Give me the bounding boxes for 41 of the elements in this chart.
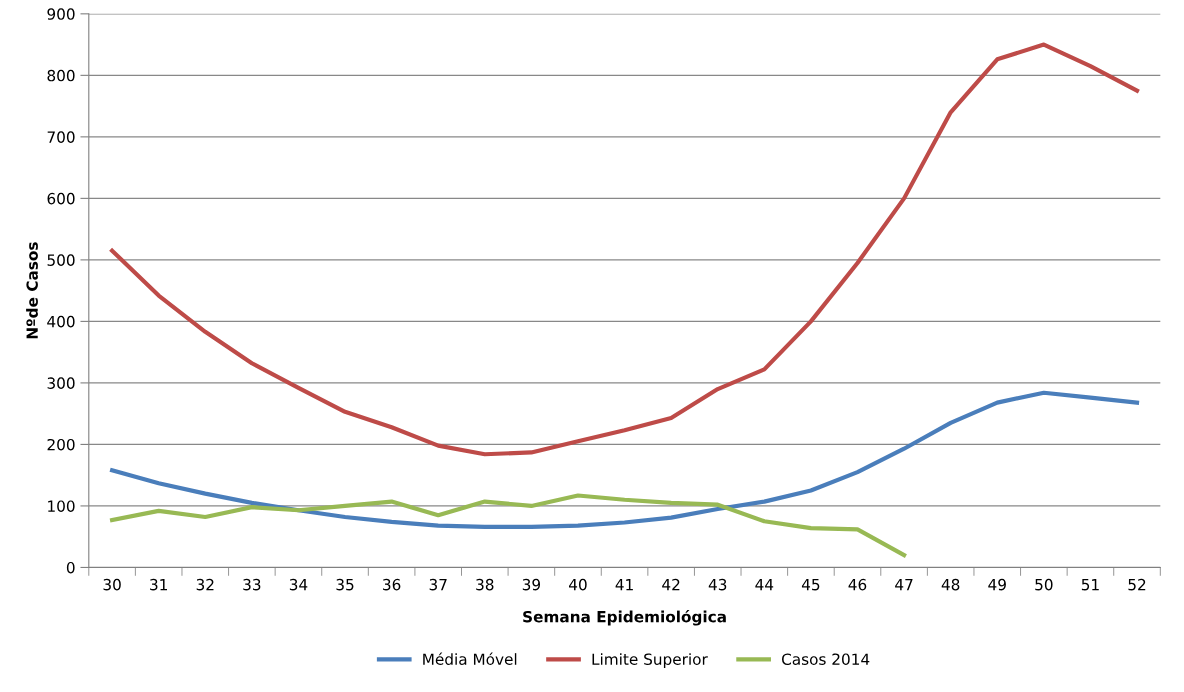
line-series [110,390,1140,529]
x-tick-label: 33 [243,578,261,591]
x-tick-label: 49 [988,578,1006,591]
x-tick-label: 48 [941,578,960,591]
x-tick-label: 41 [615,579,633,591]
x-tick-label: 43 [708,578,727,591]
x-axis-title: Semana Epidemiológica [523,610,726,626]
x-tick-label: 45 [801,579,820,591]
x-tick-label: 38 [476,578,494,591]
legend-label: Limite Superior [592,653,708,668]
legend-label: Casos 2014 [781,653,870,665]
x-tick-label: 40 [569,578,587,591]
line-series [110,42,1140,457]
y-tick-label: 900 [47,8,75,20]
x-tick-label: 35 [336,578,354,591]
x-tick-label: 44 [755,579,774,591]
x-tick-label: 51 [1081,579,1099,591]
x-tick-label: 42 [662,578,680,591]
x-tick-label: 50 [1035,578,1053,591]
x-tick-label: 32 [196,578,214,591]
y-tick-label: 300 [47,377,75,389]
y-tick-label: 400 [47,315,75,328]
x-tick-label: 46 [848,578,867,591]
line-series [110,493,907,558]
y-tick-label: 600 [47,192,75,205]
y-tick-label: 800 [47,69,75,82]
legend-label: Média Móvel [423,652,517,665]
y-tick-label: 100 [48,500,75,512]
x-tick-label: 36 [383,578,401,591]
x-tick-label: 31 [150,578,167,591]
y-axis-title: Nºde Casos [26,242,38,339]
x-tick-label: 52 [1128,578,1146,591]
x-tick-label: 34 [289,578,308,591]
x-tick-label: 39 [522,578,541,591]
y-tick-label: 500 [47,254,75,266]
x-tick-label: 37 [429,578,447,591]
y-tick-label: 200 [47,438,75,451]
x-tick-label: 47 [895,579,913,591]
y-tick-label: 700 [47,131,75,143]
y-tick-label: 0 [66,561,75,574]
x-tick-label: 30 [103,578,121,591]
